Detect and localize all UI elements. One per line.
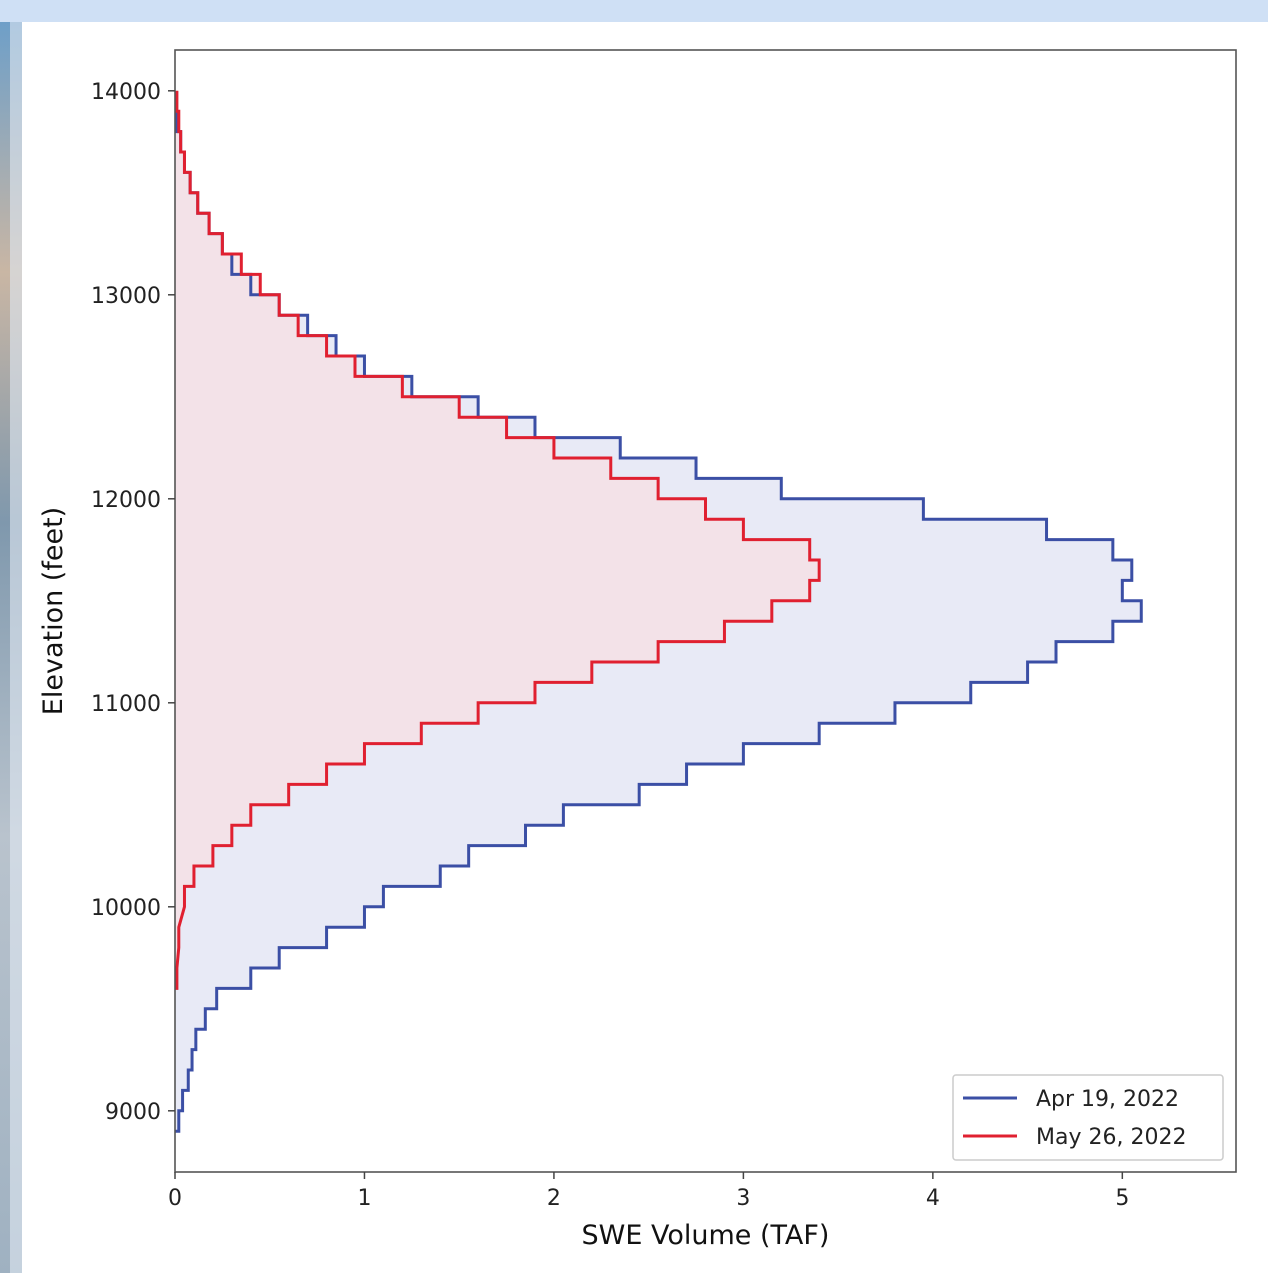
x-tick-label: 3 <box>736 1186 750 1211</box>
y-tick-label: 13000 <box>91 284 161 309</box>
legend: Apr 19, 2022 May 26, 2022 <box>952 1074 1224 1161</box>
x-tick-label: 4 <box>926 1186 940 1211</box>
legend-box <box>952 1074 1224 1161</box>
y-tick-label: 10000 <box>91 896 161 921</box>
plot-frame <box>174 49 1237 1173</box>
x-tick-label: 5 <box>1115 1186 1129 1211</box>
window-top-band <box>0 0 1268 22</box>
y-tick-label: 11000 <box>91 692 161 717</box>
series-line-0 <box>175 111 1143 1133</box>
y-tick-label: 12000 <box>91 488 161 513</box>
x-tick-label: 2 <box>547 1186 561 1211</box>
x-axis: 0 1 2 3 4 5 <box>168 1172 1129 1211</box>
series-line-1 <box>175 90 821 990</box>
x-tick-label: 0 <box>168 1186 182 1211</box>
x-axis-label: SWE Volume (TAF) <box>582 1220 830 1251</box>
y-axis-label: Elevation (feet) <box>38 507 69 715</box>
series-lines <box>175 90 1143 1133</box>
y-tick-label: 14000 <box>91 80 161 105</box>
legend-label-may-26: May 26, 2022 <box>1036 1125 1186 1150</box>
y-axis: 9000 10000 11000 12000 13000 14000 <box>91 80 175 1125</box>
legend-label-apr-19: Apr 19, 2022 <box>1036 1087 1179 1112</box>
y-tick-label: 9000 <box>105 1100 161 1125</box>
background-fade-strip <box>10 22 22 1273</box>
x-tick-label: 1 <box>357 1186 371 1211</box>
